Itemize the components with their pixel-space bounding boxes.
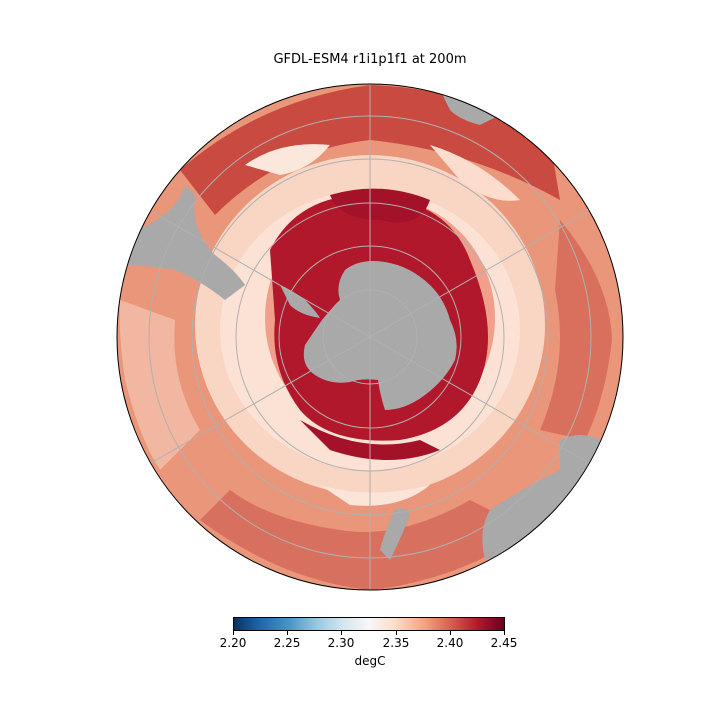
colorbar-units-label: degC bbox=[354, 654, 386, 668]
colorbar-tick bbox=[396, 631, 397, 635]
plot-title: GFDL-ESM4 r1i1p1f1 at 200m bbox=[273, 52, 467, 67]
colorbar bbox=[233, 617, 505, 631]
colorbar-gradient bbox=[233, 617, 505, 631]
colorbar-tick-label: 2.40 bbox=[436, 636, 464, 650]
colorbar-tick bbox=[450, 631, 451, 635]
land-masses bbox=[117, 90, 620, 560]
colorbar-tick-label: 2.30 bbox=[327, 636, 355, 650]
colorbar-tick-label: 2.25 bbox=[273, 636, 301, 650]
colorbar-tick-label: 2.35 bbox=[382, 636, 410, 650]
colorbar-tick bbox=[504, 631, 505, 635]
colorbar-tick bbox=[341, 631, 342, 635]
colorbar-tick bbox=[233, 631, 234, 635]
colorbar-tick bbox=[287, 631, 288, 635]
gridlines bbox=[148, 84, 592, 590]
colorbar-tick-label: 2.45 bbox=[490, 636, 518, 650]
map-boundary bbox=[116, 83, 624, 591]
colorbar-tick-label: 2.20 bbox=[219, 636, 247, 650]
